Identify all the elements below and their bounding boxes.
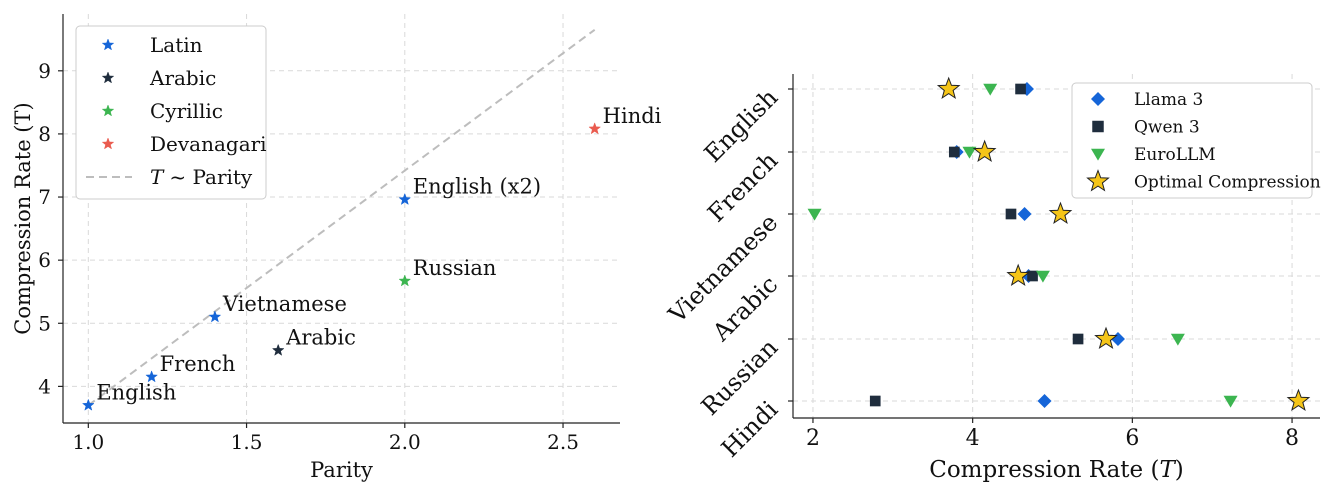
compression-scatter-chart: 2 4 6 8EnglishFrenchVietnameseArabicRussian… <box>663 74 1321 483</box>
legend-marker-arabic <box>101 71 115 84</box>
x-tick-label: 2 <box>806 426 820 451</box>
eurollm-point-arabic <box>1035 270 1050 283</box>
point-label: Arabic <box>285 325 356 349</box>
point-label: English <box>96 380 176 404</box>
legend-label-llama-3: Llama 3 <box>1134 90 1203 110</box>
optimal-compression-point-hindi <box>1286 388 1311 412</box>
y-tick-label: 6 <box>38 248 51 272</box>
eurollm-point-russian <box>1170 333 1185 346</box>
eurollm-point-vietnamese <box>807 208 822 221</box>
y-tick-label: 5 <box>38 311 51 335</box>
legend-marker-llama-3 <box>1091 92 1105 106</box>
qwen-3-point-hindi <box>869 395 881 407</box>
x-axis-label: Parity <box>310 458 373 482</box>
eurollm-point-hindi <box>1223 395 1238 408</box>
point-label: Vietnamese <box>222 292 347 316</box>
llama-3-point-vietnamese <box>1017 207 1032 221</box>
y-tick-label: 4 <box>38 374 51 398</box>
x-axis-label: Compression Rate (T) <box>929 457 1184 483</box>
qwen-3-point-arabic <box>1027 270 1038 282</box>
legend-label-cyrillic: Cyrillic <box>150 99 223 123</box>
y-tick-label: 8 <box>38 122 51 146</box>
legend-trend-var: T <box>150 165 165 189</box>
y-axis-label: Compression Rate (T) <box>11 102 35 334</box>
point-label: English (x2) <box>413 175 541 199</box>
point-label: Hindi <box>603 104 662 128</box>
optimal-compression-point-russian <box>1094 326 1118 350</box>
legend-marker-optimal-compression <box>1086 169 1110 192</box>
legend-marker-eurollm <box>1091 148 1105 161</box>
optimal-compression-point-english <box>936 76 961 100</box>
point-english <box>81 398 95 411</box>
x-tick-label: 4 <box>966 426 980 451</box>
point-arabic <box>271 343 285 356</box>
legend-trend-suffix: ~ Parity <box>169 165 253 189</box>
qwen-3-point-russian <box>1072 333 1084 345</box>
legend-label-trend: T ~ Parity <box>150 165 253 189</box>
legend-label-eurollm: EuroLLM <box>1134 145 1216 165</box>
x-tick-label: 8 <box>1285 426 1299 451</box>
x-axis-label-var: T <box>1159 457 1176 483</box>
eurollm-point-english <box>983 83 998 96</box>
x-axis-label-suffix: ) <box>1175 457 1184 483</box>
legend: Llama 3 Qwen 3 EuroLLM Optimal Compression <box>1071 82 1321 199</box>
point-english-x2- <box>398 192 412 205</box>
legend-marker-devanagari <box>101 137 115 150</box>
optimal-compression-point-arabic <box>1006 263 1030 287</box>
legend-label-qwen-3: Qwen 3 <box>1134 118 1200 138</box>
x-tick-label: 6 <box>1125 426 1139 451</box>
x-tick-label: 1.0 <box>72 430 104 454</box>
eurollm-point-french <box>962 146 977 159</box>
legend-label-latin: Latin <box>150 33 203 57</box>
llama-3-point-russian <box>1110 332 1125 346</box>
legend-marker-latin <box>101 38 115 51</box>
point-russian <box>398 274 412 287</box>
point-hindi <box>588 122 602 135</box>
legend-box <box>75 25 267 200</box>
y-tick-label: 9 <box>38 59 51 83</box>
point-french <box>145 370 159 383</box>
point-label: French <box>160 352 236 376</box>
legend-marker-qwen-3 <box>1092 120 1104 133</box>
legend-marker-cyrillic <box>101 104 115 117</box>
qwen-3-point-vietnamese <box>1005 208 1017 220</box>
optimal-compression-point-french <box>972 139 997 163</box>
y-tick-label: 7 <box>38 185 51 209</box>
x-tick-label: 2.0 <box>389 430 421 454</box>
qwen-3-point-english <box>1015 83 1026 95</box>
x-tick-label: 2.5 <box>547 430 579 454</box>
legend: Latin Arabic Cyrillic Devanagari T ~ Parity <box>75 25 267 200</box>
legend-label-devanagari: Devanagari <box>150 132 267 156</box>
legend-label-arabic: Arabic <box>149 66 216 90</box>
parity-scatter-chart: 1.0 1.5 2.0 2.5 4 5 6 7 8 9 Parity Compression Rate… <box>11 14 662 482</box>
qwen-3-point-french <box>948 146 960 158</box>
legend-box <box>1071 82 1313 199</box>
legend-label-optimal-compression: Optimal Compression <box>1134 173 1321 193</box>
x-tick-label: 1.5 <box>231 430 263 454</box>
optimal-compression-point-vietnamese <box>1048 201 1073 225</box>
llama-3-point-hindi <box>1037 394 1052 408</box>
x-axis-label-prefix: Compression Rate ( <box>929 457 1159 483</box>
trend-line <box>87 28 596 407</box>
point-label: Russian <box>413 256 497 280</box>
point-vietnamese <box>208 310 222 323</box>
